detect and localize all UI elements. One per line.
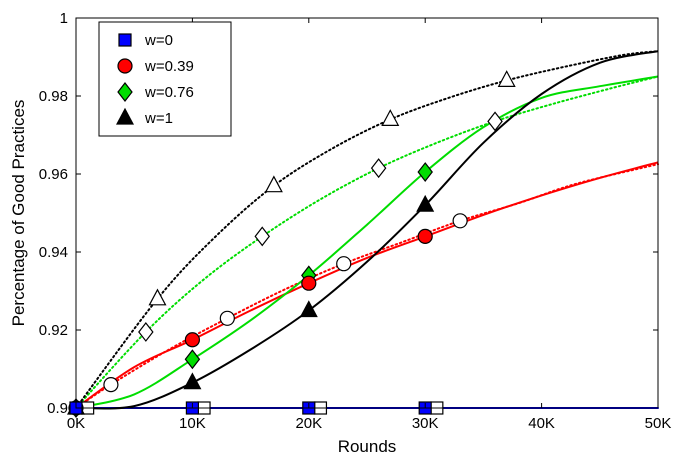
x-tick-label: 40K bbox=[528, 415, 555, 432]
hollow-diamond-marker bbox=[370, 158, 387, 179]
y-axis-ticks: 0.9 0.92 0.94 0.96 0.98 1 bbox=[39, 10, 658, 417]
x-axis-ticks: 0K 10K 20K 30K 40K 50K bbox=[67, 18, 672, 432]
filled-triangle-marker bbox=[416, 194, 435, 212]
legend-label: w=0 bbox=[144, 32, 173, 49]
y-tick-label: 0.92 bbox=[39, 322, 68, 339]
hollow-circle-marker bbox=[452, 213, 468, 229]
dotted-series-line bbox=[75, 75, 659, 409]
y-tick-label: 0.96 bbox=[39, 166, 68, 183]
x-tick-label: 0K bbox=[67, 415, 85, 432]
legend: w=0 w=0.39 w=0.76 w=1 bbox=[98, 21, 232, 137]
filled-diamond-marker bbox=[417, 162, 433, 183]
hollow-diamond-marker bbox=[138, 321, 154, 342]
filled-triangle-marker bbox=[299, 300, 318, 318]
solid-series-line bbox=[75, 75, 659, 409]
legend-label: w=0.76 bbox=[144, 84, 194, 101]
hollow-diamond-marker bbox=[487, 111, 503, 132]
legend-label: w=1 bbox=[144, 110, 173, 127]
solid-series-line bbox=[75, 161, 659, 409]
filled-circle-marker bbox=[301, 275, 317, 291]
legend-label: w=0.39 bbox=[144, 58, 194, 75]
x-tick-label: 20K bbox=[295, 415, 322, 432]
hollow-circle-marker bbox=[336, 256, 352, 272]
hollow-triangle-marker bbox=[497, 70, 516, 88]
hollow-triangle-marker bbox=[148, 288, 167, 306]
hollow-diamond-marker bbox=[254, 226, 271, 247]
x-tick-label: 10K bbox=[179, 415, 206, 432]
x-axis-title: Rounds bbox=[338, 437, 397, 456]
filled-circle-marker bbox=[417, 228, 433, 244]
y-tick-label: 0.98 bbox=[39, 88, 68, 105]
y-axis-title: Percentage of Good Practices bbox=[9, 100, 28, 327]
y-tick-label: 1 bbox=[60, 10, 68, 27]
y-tick-label: 0.9 bbox=[47, 400, 68, 417]
legend-square-marker bbox=[118, 33, 132, 47]
filled-circle-marker bbox=[184, 332, 200, 348]
legend-circle-marker bbox=[117, 58, 133, 74]
filled-diamond-marker bbox=[184, 349, 201, 370]
dotted-series-line bbox=[75, 163, 659, 409]
hollow-triangle-marker bbox=[264, 175, 283, 193]
x-tick-label: 50K bbox=[645, 415, 672, 432]
x-tick-label: 30K bbox=[412, 415, 439, 432]
filled-triangle-marker bbox=[183, 372, 202, 390]
dotted-series-line bbox=[75, 50, 659, 409]
plot-markers bbox=[67, 70, 516, 418]
plot-frame bbox=[75, 17, 659, 409]
legend-diamond-marker bbox=[117, 82, 133, 102]
hollow-triangle-marker bbox=[381, 109, 400, 127]
hollow-circle-marker bbox=[103, 377, 119, 393]
y-tick-label: 0.94 bbox=[39, 244, 68, 261]
hollow-circle-marker bbox=[219, 310, 235, 326]
legend-triangle-marker bbox=[116, 107, 134, 125]
